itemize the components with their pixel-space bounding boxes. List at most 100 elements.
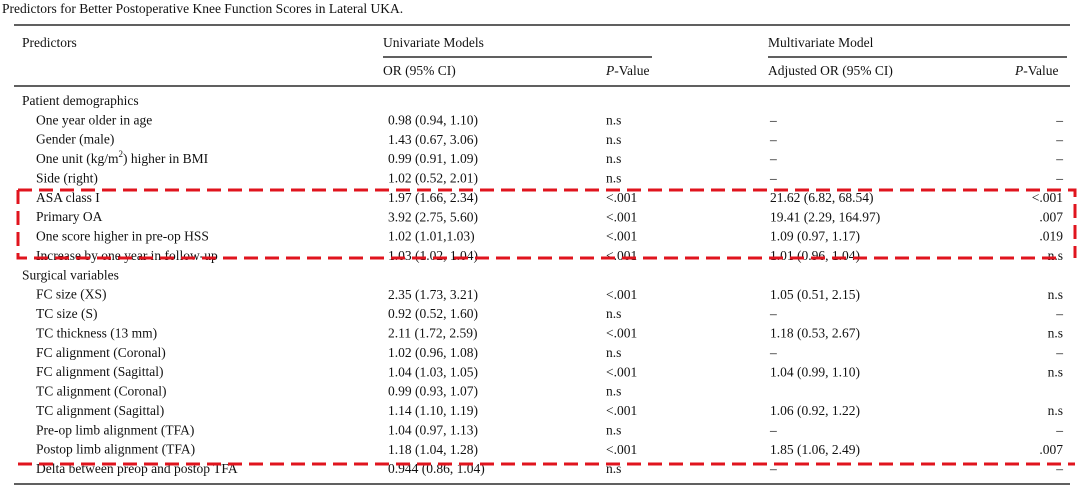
adj-p-cell: – — [1055, 171, 1063, 186]
predictor-cell: Primary OA — [36, 209, 103, 224]
or-cell: 1.03 (1.02, 1.04) — [388, 248, 478, 263]
predictor-cell: TC alignment (Coronal) — [36, 384, 166, 399]
predictor-text: ) higher in BMI — [123, 151, 209, 166]
or-cell: 0.99 (0.91, 1.09) — [388, 151, 478, 166]
or-cell: 1.04 (1.03, 1.05) — [388, 364, 478, 379]
adj-or-cell: – — [769, 171, 777, 186]
p-cell: <.001 — [606, 326, 637, 341]
p-cell: <.001 — [606, 364, 637, 379]
predictor-cell: One score higher in pre-op HSS — [36, 229, 209, 244]
predictor-cell: TC size (S) — [36, 306, 98, 321]
header-cell: Multivariate Model — [768, 35, 874, 50]
adj-p-cell: – — [1055, 345, 1063, 360]
predictor-text: Side (right) — [36, 171, 98, 186]
header-text: -Value — [1023, 63, 1058, 78]
or-cell: 1.18 (1.04, 1.28) — [388, 442, 478, 457]
predictor-cell: Pre-op limb alignment (TFA) — [36, 422, 194, 437]
predictor-cell: TC alignment (Sagittal) — [36, 403, 164, 418]
adj-or-cell: – — [769, 422, 777, 437]
adj-or-cell: – — [769, 306, 777, 321]
header-cell: Univariate Models — [383, 35, 484, 50]
or-cell: 0.99 (0.93, 1.07) — [388, 384, 478, 399]
or-cell: 1.14 (1.10, 1.19) — [388, 403, 478, 418]
predictor-text: Postop limb alignment (TFA) — [36, 442, 195, 457]
header-cell: P-Value — [605, 63, 649, 78]
p-cell: n.s — [606, 112, 621, 127]
p-cell: n.s — [606, 306, 621, 321]
or-cell: 1.02 (0.96, 1.08) — [388, 345, 478, 360]
predictor-text: Increase by one year in follow-up — [36, 248, 218, 263]
adj-or-cell: 19.41 (2.29, 164.97) — [770, 209, 880, 224]
adj-p-cell: – — [1055, 112, 1063, 127]
p-cell: <.001 — [606, 442, 637, 457]
or-cell: 1.02 (1.01,1.03) — [388, 229, 475, 244]
section-label: Patient demographics — [22, 93, 139, 108]
predictor-text: TC alignment (Sagittal) — [36, 403, 164, 418]
predictor-text: One score higher in pre-op HSS — [36, 229, 209, 244]
predictor-cell: Side (right) — [36, 171, 98, 186]
predictor-text: FC alignment (Sagittal) — [36, 364, 164, 379]
adj-p-cell: – — [1055, 306, 1063, 321]
adj-p-cell: n.s — [1048, 403, 1063, 418]
header-cell: P-Value — [1014, 63, 1058, 78]
p-cell: <.001 — [606, 287, 637, 302]
table-body: Patient demographics One year older in ag… — [22, 93, 1063, 476]
p-cell: n.s — [606, 171, 621, 186]
p-cell: <.001 — [606, 248, 637, 263]
adj-or-cell: – — [769, 345, 777, 360]
adj-or-cell: – — [769, 151, 777, 166]
or-cell: 2.11 (1.72, 2.59) — [388, 326, 478, 341]
adj-p-cell: n.s — [1048, 326, 1063, 341]
p-cell: <.001 — [606, 190, 637, 205]
p-cell: n.s — [606, 132, 621, 147]
or-cell: 3.92 (2.75, 5.60) — [388, 209, 478, 224]
predictor-text: Pre-op limb alignment (TFA) — [36, 422, 194, 437]
predictor-cell: FC alignment (Coronal) — [36, 345, 166, 360]
adj-p-cell: .007 — [1039, 209, 1063, 224]
predictor-text: TC size (S) — [36, 306, 98, 321]
predictor-cell: Increase by one year in follow-up — [36, 248, 218, 263]
or-cell: 0.98 (0.94, 1.10) — [388, 112, 478, 127]
superscript: 2 — [119, 149, 124, 159]
or-cell: 0.92 (0.52, 1.60) — [388, 306, 478, 321]
adj-p-cell: n.s — [1048, 248, 1063, 263]
adj-p-cell: n.s — [1048, 364, 1063, 379]
predictor-text: FC alignment (Coronal) — [36, 345, 166, 360]
predictor-cell: Gender (male) — [36, 132, 114, 147]
predictor-text: One year older in age — [36, 112, 152, 127]
predictor-text: TC thickness (13 mm) — [36, 326, 157, 341]
predictor-cell: Postop limb alignment (TFA) — [36, 442, 195, 457]
p-cell: n.s — [606, 422, 621, 437]
adj-or-cell: 1.09 (0.97, 1.17) — [770, 229, 860, 244]
or-cell: 1.04 (0.97, 1.13) — [388, 422, 478, 437]
section-label: Surgical variables — [22, 267, 119, 282]
adj-p-cell: – — [1055, 461, 1063, 476]
adj-or-cell: 1.05 (0.51, 2.15) — [770, 287, 860, 302]
adj-or-cell: 1.01 (0.96, 1.04) — [770, 248, 860, 263]
adj-p-cell: – — [1055, 151, 1063, 166]
header-cell: OR (95% CI) — [383, 63, 456, 78]
adj-or-cell: – — [769, 132, 777, 147]
adj-or-cell: 1.85 (1.06, 2.49) — [770, 442, 860, 457]
or-cell: 1.43 (0.67, 3.06) — [388, 132, 478, 147]
adj-or-cell: 1.04 (0.99, 1.10) — [770, 364, 860, 379]
adj-p-cell: .007 — [1039, 442, 1063, 457]
header-italic: P — [1014, 63, 1023, 78]
adj-or-cell: – — [769, 461, 777, 476]
p-cell: n.s — [606, 345, 621, 360]
adj-or-cell: 1.18 (0.53, 2.67) — [770, 326, 860, 341]
p-cell: n.s — [606, 151, 621, 166]
adj-or-cell: 21.62 (6.82, 68.54) — [770, 190, 874, 205]
predictor-cell: TC thickness (13 mm) — [36, 326, 157, 341]
p-cell: n.s — [606, 384, 621, 399]
adj-or-cell: 1.06 (0.92, 1.22) — [770, 403, 860, 418]
predictor-cell: FC alignment (Sagittal) — [36, 364, 164, 379]
adj-or-cell: – — [769, 112, 777, 127]
p-cell: <.001 — [606, 209, 637, 224]
predictor-text: Gender (male) — [36, 132, 114, 147]
header-text: -Value — [614, 63, 649, 78]
table-title: Predictors for Better Postoperative Knee… — [2, 1, 403, 16]
predictor-cell: FC size (XS) — [36, 287, 107, 302]
predictor-text: One unit (kg/m — [36, 151, 119, 166]
predictor-cell: One unit (kg/m2) higher in BMI — [36, 149, 209, 166]
